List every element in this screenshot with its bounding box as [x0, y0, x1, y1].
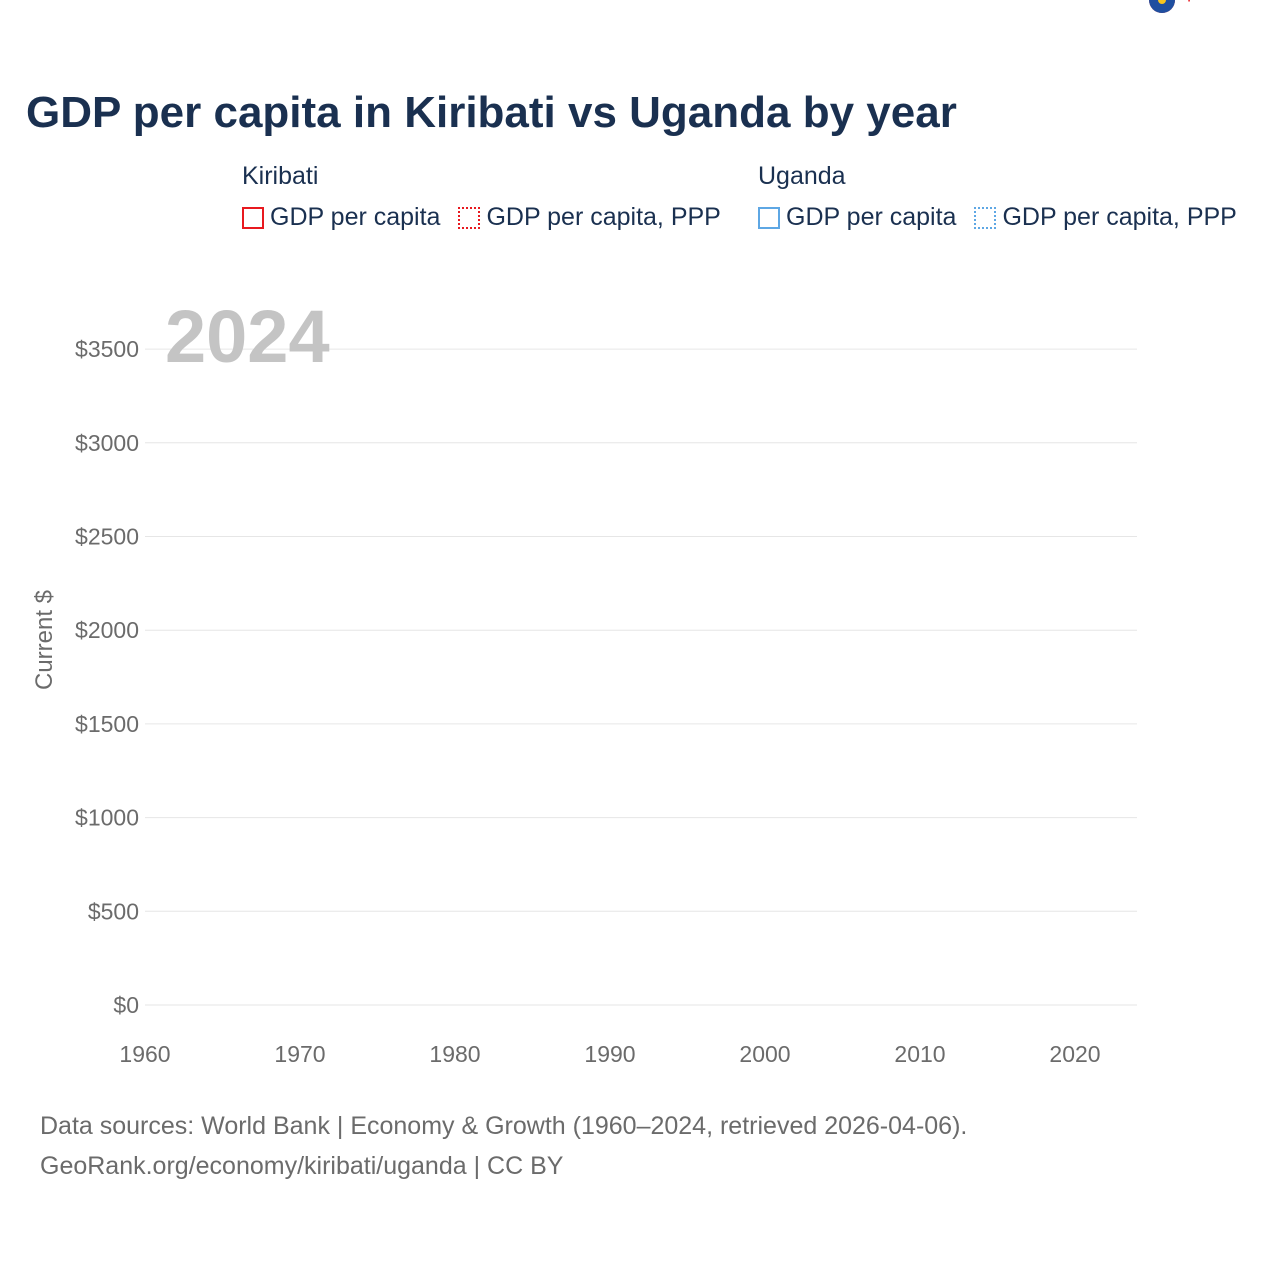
x-tick-label-2020: 2020	[1049, 1041, 1100, 1067]
year-watermark: 2024	[165, 295, 330, 378]
footer-link[interactable]: GeoRank.org/economy/kiribati/uganda | CC…	[40, 1152, 564, 1180]
x-tick-label-1960: 1960	[119, 1041, 170, 1067]
legend-uganda-gdp-swatch	[758, 206, 780, 229]
y-tick-label-1000: $1000	[75, 805, 139, 831]
legend-uganda-ppp-swatch	[974, 206, 997, 229]
y-tick-label-0: $0	[113, 992, 139, 1018]
legend-kiribati-gdp-label: GDP per capita	[270, 203, 441, 231]
x-tick-label-2010: 2010	[894, 1041, 945, 1067]
end-label-kiribati-gdp-per-capita: $3702	[1182, 0, 1252, 6]
y-tick-label-3000: $3000	[75, 430, 139, 456]
legend-uganda-ppp-label: GDP per capita, PPP	[1002, 203, 1237, 231]
legend-kiribati-gdp-swatch	[242, 206, 264, 229]
legend-kiribati-ppp-swatch	[458, 206, 481, 229]
footer: Data sources: World Bank | Economy & Gro…	[40, 1106, 967, 1186]
legend-kiribati-title: Kiribati	[242, 162, 319, 190]
legend-kiribati-ppp[interactable]: GDP per capita, PPP	[458, 203, 721, 232]
end-labels: $3702	[1149, 0, 1252, 13]
legend-uganda: Uganda GDP per capita GDP per capita, PP…	[758, 162, 1255, 232]
y-tick-label-2000: $2000	[75, 617, 139, 643]
legend-uganda-ppp[interactable]: GDP per capita, PPP	[974, 203, 1237, 232]
axes: $0 $500 $1000 $1500 $2000 $2500 $3000 $3500 1960…	[75, 336, 1101, 1067]
legend-kiribati-ppp-label: GDP per capita, PPP	[486, 203, 721, 231]
y-tick-label-500: $500	[88, 898, 139, 924]
legend-uganda-gdp-label: GDP per capita	[786, 203, 957, 231]
legend-uganda-title: Uganda	[758, 162, 846, 190]
legend-kiribati: Kiribati GDP per capita GDP per capita, …	[242, 162, 739, 232]
legend-kiribati-gdp[interactable]: GDP per capita	[242, 203, 440, 232]
x-tick-label-1980: 1980	[429, 1041, 480, 1067]
y-axis-label: Current $	[31, 590, 58, 690]
kiribati-flag-icon-0	[1149, 0, 1175, 13]
y-tick-label-1500: $1500	[75, 711, 139, 737]
x-tick-label-1970: 1970	[274, 1041, 325, 1067]
chart-title: GDP per capita in Kiribati vs Uganda by …	[26, 88, 957, 137]
legend-uganda-gdp[interactable]: GDP per capita	[758, 203, 956, 232]
y-tick-label-3500: $3500	[75, 336, 139, 362]
grid-lines	[145, 348, 1137, 1006]
x-tick-label-1990: 1990	[584, 1041, 635, 1067]
x-tick-label-2000: 2000	[739, 1041, 790, 1067]
footer-sources: Data sources: World Bank | Economy & Gro…	[40, 1112, 968, 1140]
y-tick-label-2500: $2500	[75, 524, 139, 550]
